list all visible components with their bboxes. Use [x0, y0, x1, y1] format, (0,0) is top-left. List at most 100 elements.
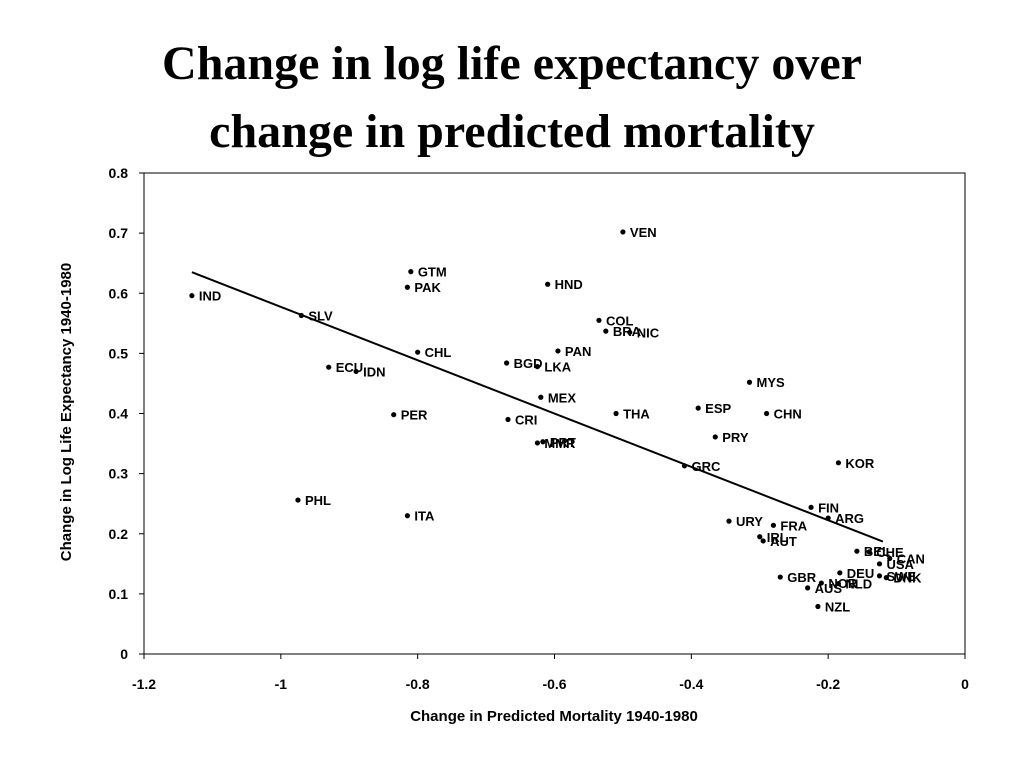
point-label: ARG	[835, 511, 864, 526]
data-point	[298, 312, 304, 319]
y-tick-label: 0.1	[109, 586, 129, 602]
data-point	[808, 504, 814, 510]
data-point	[603, 328, 609, 334]
slide-title-line-1: Change in log life expectancy over	[162, 37, 862, 90]
y-tick-label: 0.8	[109, 165, 129, 181]
point-label: DEU	[847, 566, 874, 581]
point-label: GBR	[787, 570, 817, 585]
trend-line	[191, 271, 884, 543]
point-label: AUT	[770, 534, 797, 549]
data-point	[415, 349, 421, 355]
data-point	[620, 229, 626, 235]
point-label: NZL	[825, 600, 850, 615]
data-point	[818, 580, 824, 586]
x-axis-label: Change in Predicted Mortality 1940-1980	[410, 708, 698, 725]
point-label: ITA	[414, 509, 435, 524]
y-axis-label: Change in Log Life Expectancy 1940-1980	[58, 263, 75, 561]
point-label: CHL	[425, 345, 452, 360]
point-label: NIC	[637, 325, 660, 340]
data-point	[353, 368, 359, 375]
point-label: FRA	[780, 518, 807, 533]
point-label: IND	[199, 289, 221, 304]
point-label: CHN	[774, 407, 802, 422]
point-label: CHE	[876, 545, 904, 560]
data-point	[555, 348, 561, 354]
x-tick-label: -0.6	[542, 676, 566, 692]
point-label: MMR	[544, 436, 576, 451]
data-point	[391, 412, 397, 418]
y-tick-label: 0.2	[109, 526, 129, 542]
y-tick-label: 0.7	[109, 225, 129, 241]
point-label: IDN	[363, 364, 385, 379]
point-label: LKA	[544, 360, 571, 375]
point-label: MYS	[756, 375, 785, 390]
data-point	[726, 518, 732, 524]
data-point	[189, 293, 195, 299]
data-point	[876, 573, 883, 579]
point-label: PAK	[414, 280, 441, 295]
point-label: FIN	[818, 500, 839, 515]
y-axis-ticks: 0 0.1 0.2 0.3 0.4 0.5 0.6 0.7 0.8	[109, 165, 144, 662]
data-point	[534, 440, 540, 446]
y-tick-label: 0.4	[109, 406, 129, 422]
point-label: SLV	[308, 308, 333, 323]
data-point	[763, 410, 770, 417]
data-point	[613, 410, 619, 417]
data-point	[876, 561, 883, 567]
point-label: COL	[606, 313, 634, 328]
data-point	[746, 379, 753, 385]
slide-title-line-2: change in predicted mortality	[209, 105, 815, 158]
data-point	[596, 317, 602, 323]
data-point	[866, 549, 872, 555]
data-point	[887, 555, 893, 562]
point-label: CRI	[515, 413, 537, 428]
y-tick-label: 0.6	[109, 285, 129, 301]
point-label: MEX	[548, 390, 577, 405]
data-point	[627, 329, 633, 335]
data-point	[835, 581, 842, 587]
data-point	[504, 360, 510, 366]
point-label: PAN	[565, 344, 591, 359]
data-point	[712, 434, 718, 440]
point-label: CAN	[897, 551, 925, 566]
x-axis-ticks: -1.2 -1 -0.8 -0.6 -0.4 -0.2 0	[132, 654, 969, 692]
point-label: NLD	[845, 577, 872, 592]
point-label: ESP	[705, 401, 731, 416]
data-point	[540, 439, 546, 445]
y-tick-label: 0.3	[109, 466, 129, 482]
point-label: PHL	[305, 493, 331, 508]
point-label: GRC	[691, 459, 721, 474]
data-point	[534, 364, 540, 370]
data-point	[883, 575, 889, 581]
point-label: PRT	[550, 435, 576, 450]
data-point	[326, 364, 332, 370]
data-point	[770, 522, 777, 528]
point-label: NOR	[828, 576, 858, 591]
point-label: DNK	[893, 571, 922, 586]
point-label: BEL	[864, 544, 890, 559]
point-label: URY	[736, 514, 763, 529]
x-tick-label: -1	[275, 676, 288, 692]
point-label: BRA	[613, 324, 642, 339]
x-tick-label: -0.8	[406, 676, 430, 692]
x-tick-label: -0.2	[816, 676, 840, 692]
x-tick-label: -0.4	[679, 676, 703, 692]
data-point	[837, 570, 843, 576]
data-point	[545, 281, 551, 287]
data-point	[295, 497, 301, 503]
data-point	[681, 463, 688, 469]
point-label: ECU	[336, 360, 363, 375]
data-point	[760, 538, 766, 544]
data-point	[835, 460, 842, 466]
point-label: THA	[623, 407, 650, 422]
data-point	[408, 269, 414, 275]
point-label: HND	[555, 277, 583, 292]
point-label: GTM	[418, 265, 447, 280]
y-tick-label: 0	[120, 646, 128, 662]
data-point	[757, 534, 763, 540]
data-point	[695, 405, 701, 411]
point-label: KOR	[845, 456, 875, 471]
y-tick-label: 0.5	[109, 345, 129, 361]
